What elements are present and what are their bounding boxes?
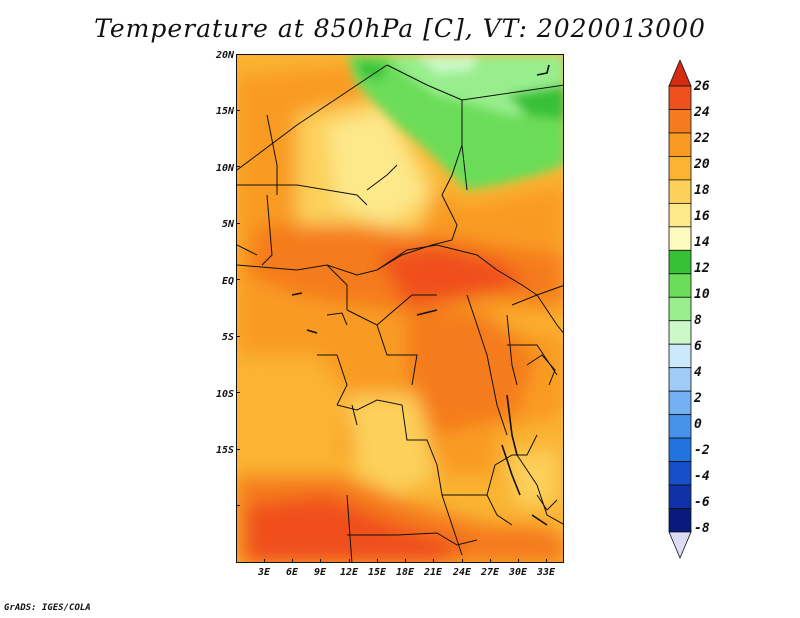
lon-label-27e: 27E	[480, 567, 500, 578]
lat-tick	[236, 166, 240, 167]
colorbar-swatch	[668, 132, 692, 157]
colorbar-swatch	[668, 85, 692, 110]
colorbar-label-16: 16	[694, 209, 710, 224]
colorbar-label-14: 14	[694, 235, 710, 250]
colorbar-label-0: 0	[694, 417, 702, 432]
lakes-coast	[291, 64, 550, 526]
lat-label-5n: 5N	[221, 219, 234, 230]
colorbar-swatch	[668, 508, 692, 533]
colorbar-arrow-bottom	[668, 531, 692, 560]
country-borders	[237, 64, 563, 562]
colorbar-swatch	[668, 437, 692, 462]
lon-tick	[433, 559, 434, 563]
lon-tick	[546, 559, 547, 563]
lon-tick	[462, 559, 463, 563]
lat-tick	[236, 449, 240, 450]
lon-label-12e: 12E	[339, 567, 359, 578]
lon-label-33e: 33E	[536, 567, 556, 578]
lat-label-eq: EQ	[221, 276, 234, 287]
colorbar-arrow-top	[668, 60, 692, 87]
colorbar-label-20: 20	[694, 157, 710, 172]
lon-tick	[264, 559, 265, 563]
lon-tick	[292, 559, 293, 563]
lat-label-15s: 15S	[215, 445, 234, 456]
lat-label-10s: 10S	[215, 389, 234, 400]
colorbar-swatch	[668, 156, 692, 181]
colorbar-swatch	[668, 226, 692, 251]
lon-label-30e: 30E	[508, 567, 528, 578]
lon-tick	[490, 559, 491, 563]
colorbar-label-22: 22	[694, 131, 710, 146]
colorbar	[668, 60, 692, 560]
colorbar-swatch	[668, 202, 692, 228]
lon-label-6e: 6E	[285, 567, 299, 578]
lat-label-20n: 20N	[215, 50, 234, 61]
map-canvas	[237, 55, 563, 562]
lon-tick	[349, 559, 350, 563]
colorbar-swatch	[668, 414, 692, 439]
colorbar-swatch	[668, 273, 692, 298]
lon-label-9e: 9E	[313, 567, 327, 578]
colorbar-swatch	[668, 390, 692, 416]
colorbar-swatch	[668, 343, 692, 369]
colorbar-label-neg2: -2	[694, 443, 710, 458]
colorbar-swatch	[668, 461, 692, 486]
colorbar-label-24: 24	[694, 105, 710, 120]
colorbar-label-6: 6	[694, 339, 702, 354]
lon-label-18e: 18E	[395, 567, 415, 578]
colorbar-swatch	[668, 109, 692, 134]
colorbar-swatch	[668, 249, 692, 275]
colorbar-swatch	[668, 179, 692, 204]
lat-label-10n: 10N	[215, 163, 234, 174]
colorbar-swatch	[668, 484, 692, 509]
colorbar-swatch	[668, 296, 692, 322]
cool-north-field	[347, 55, 563, 190]
temperature-field	[237, 65, 563, 562]
colorbar-label-18: 18	[694, 183, 710, 198]
colorbar-label-4: 4	[694, 365, 702, 380]
temperature-map	[236, 54, 564, 563]
colorbar-label-neg6: -6	[694, 495, 710, 510]
lon-tick	[518, 559, 519, 563]
lat-tick	[236, 505, 240, 506]
lon-label-21e: 21E	[423, 567, 443, 578]
lon-tick	[320, 559, 321, 563]
lat-tick	[236, 279, 240, 280]
colorbar-label-8: 8	[694, 313, 702, 328]
lat-tick	[236, 110, 240, 111]
colorbar-label-26: 26	[694, 79, 710, 94]
chart-title: Temperature at 850hPa [C], VT: 202001300…	[94, 14, 706, 43]
lon-label-15e: 15E	[367, 567, 387, 578]
colorbar-label-neg4: -4	[694, 469, 710, 484]
colorbar-label-12: 12	[694, 261, 710, 276]
lat-tick	[236, 223, 240, 224]
lat-tick	[236, 392, 240, 393]
lon-tick	[377, 559, 378, 563]
lat-label-5s: 5S	[221, 332, 234, 343]
colorbar-label-2: 2	[694, 391, 702, 406]
credit-text: GrADS: IGES/COLA	[4, 603, 91, 613]
lat-tick	[236, 336, 240, 337]
colorbar-label-10: 10	[694, 287, 710, 302]
lat-label-15n: 15N	[215, 106, 234, 117]
colorbar-swatch	[668, 367, 692, 392]
colorbar-swatch	[668, 320, 692, 345]
lon-tick	[405, 559, 406, 563]
lon-label-24e: 24E	[452, 567, 472, 578]
lon-label-3e: 3E	[257, 567, 271, 578]
colorbar-label-neg8: -8	[694, 521, 710, 536]
